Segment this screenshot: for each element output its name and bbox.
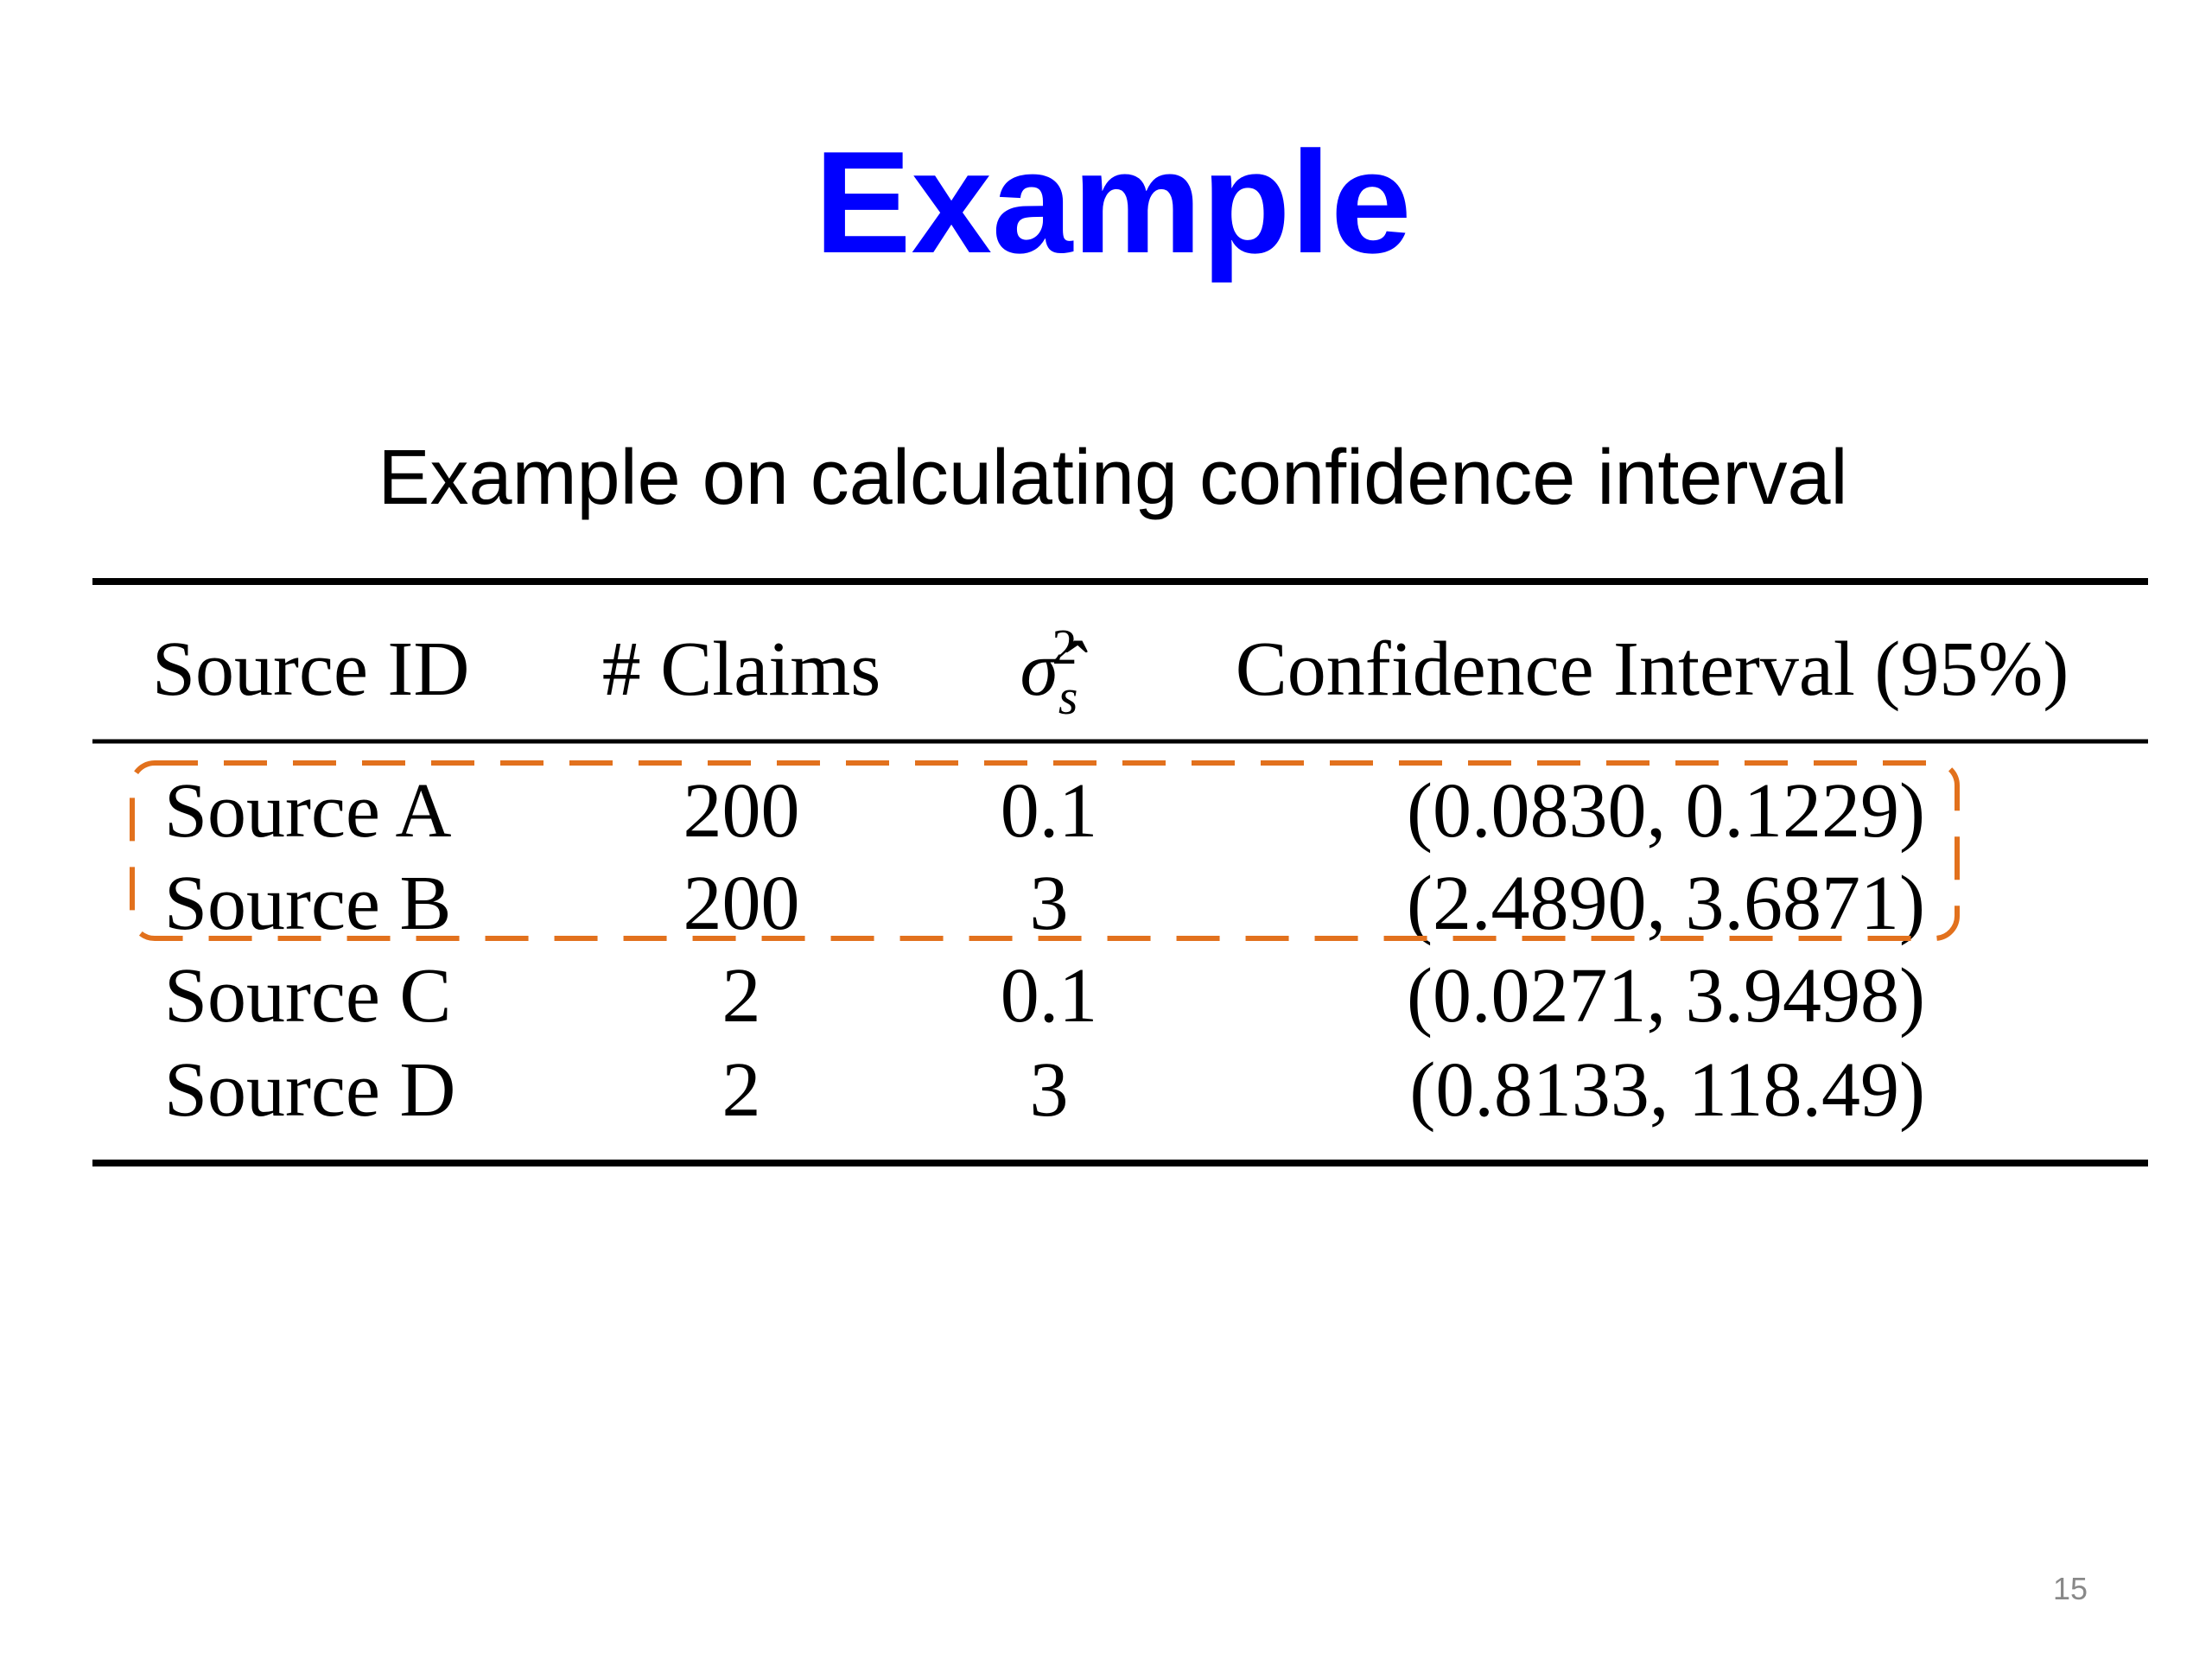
page-number: 15: [2053, 1571, 2088, 1606]
table-cell: 2: [722, 1047, 761, 1133]
table-header: Source ID # Claims σ̂s2 Confidence Inter…: [152, 619, 2069, 725]
slide-title: Example: [814, 121, 1411, 283]
superscript: 2: [1052, 619, 1077, 675]
table-cell: Source C: [164, 953, 451, 1039]
subtitle: Example on calculating confidence interv…: [378, 435, 1848, 521]
highlight-box: [130, 760, 1960, 941]
column-header: # Claims: [602, 626, 881, 712]
subscript: s: [1058, 669, 1078, 725]
table-cell: 200: [683, 768, 800, 854]
table-cell: Source D: [164, 1047, 455, 1133]
table-cell: 3: [1030, 861, 1069, 946]
column-header: σ̂s2: [1020, 619, 1088, 725]
table-cell: (0.0830, 0.1229): [1407, 768, 1925, 854]
table-cell: 2: [722, 953, 761, 1039]
table-cell: 200: [683, 861, 800, 946]
table-cell: Source A: [164, 768, 451, 854]
table-cell: (0.8133, 118.49): [1409, 1047, 1925, 1133]
table-cell: 3: [1030, 1047, 1069, 1133]
table-cell: (2.4890, 3.6871): [1407, 861, 1925, 946]
table-cell: 0.1: [1001, 768, 1098, 854]
table-body: Source A 200 0.1 (0.0830, 0.1229)Source B 20…: [164, 768, 1925, 1133]
column-header: Source ID: [152, 626, 469, 712]
table-cell: 0.1: [1001, 953, 1098, 1039]
column-header: Confidence Interval (95%): [1236, 626, 2069, 712]
table-cell: (0.0271, 3.9498): [1407, 953, 1925, 1039]
table-cell: Source B: [164, 861, 451, 946]
